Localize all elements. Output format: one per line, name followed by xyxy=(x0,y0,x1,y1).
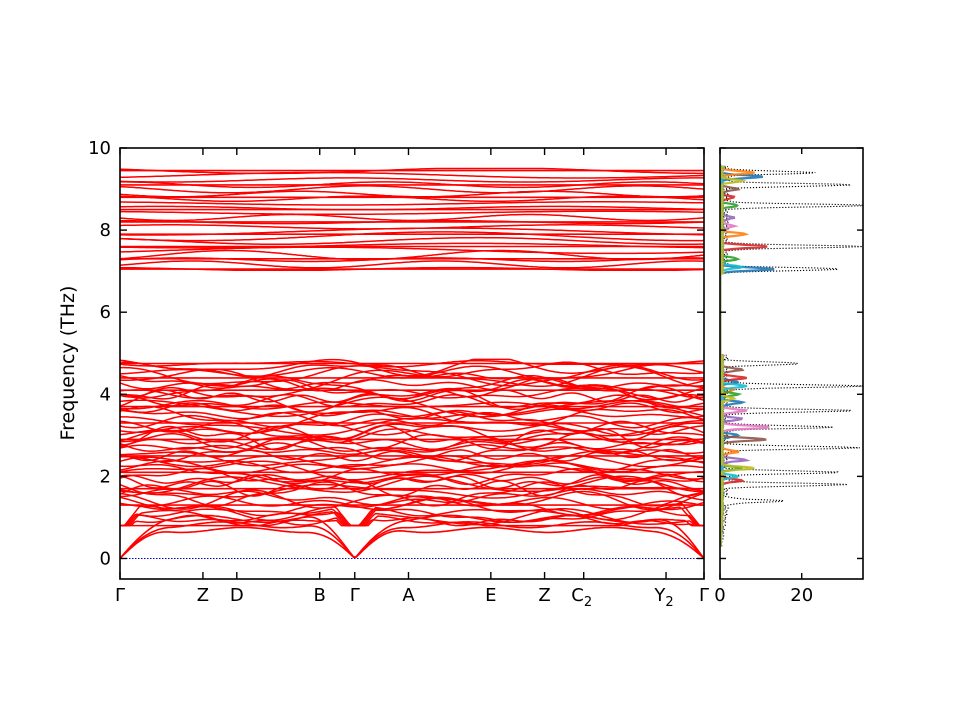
dos-partial-curve xyxy=(720,164,767,547)
x-tick-label: Z xyxy=(538,585,550,606)
dos-curves xyxy=(720,164,863,547)
optical-band xyxy=(120,488,704,506)
dos-plot-frame xyxy=(719,147,864,580)
x-tick-label: Γ xyxy=(699,585,709,606)
x-tick-label: Γ xyxy=(350,585,360,606)
optical-band xyxy=(120,242,704,249)
optical-band xyxy=(120,462,704,484)
x-tick-subscript: 2 xyxy=(584,595,592,610)
dos-partial-curve xyxy=(720,164,768,547)
optical-band xyxy=(120,474,704,490)
y-tick-label: 0 xyxy=(100,548,111,569)
optical-band xyxy=(120,459,704,481)
dos-partial-curve xyxy=(720,164,755,547)
x-tick-label: Z xyxy=(197,585,209,606)
x-tick-subscript: 2 xyxy=(665,595,673,610)
optical-band xyxy=(120,246,704,255)
optical-band xyxy=(120,171,704,179)
dos-panel: 0 20 xyxy=(714,147,864,606)
bands-layer xyxy=(120,167,704,560)
optical-band xyxy=(120,483,704,499)
optical-band xyxy=(120,378,704,402)
band-y-axis: 0 2 4 6 8 10 xyxy=(88,138,704,569)
optical-band xyxy=(120,421,704,437)
optical-band xyxy=(120,260,704,269)
y-tick-label: 2 xyxy=(100,466,111,487)
dos-x-axis: 0 20 xyxy=(714,148,813,606)
optical-band xyxy=(120,408,704,420)
optical-band xyxy=(120,376,704,392)
y-tick-label: 6 xyxy=(100,302,111,323)
optical-band xyxy=(120,177,704,183)
dos-x-tick-label: 20 xyxy=(790,585,813,606)
optical-band xyxy=(120,515,704,527)
optical-band xyxy=(120,231,704,242)
optical-band xyxy=(120,236,704,245)
band-x-axis: Γ Z D B Γ A E Z C2 Y2 Γ xyxy=(115,585,709,610)
optical-band xyxy=(120,506,704,527)
optical-band xyxy=(120,441,704,463)
dos-total-curve xyxy=(720,164,863,547)
optical-band xyxy=(120,358,704,377)
x-tick-label: E xyxy=(485,585,496,606)
band-plot-frame xyxy=(119,147,705,580)
y-tick-label: 4 xyxy=(100,384,111,405)
optical-band xyxy=(120,393,704,409)
optical-band xyxy=(120,437,704,451)
x-tick-label: D xyxy=(230,585,244,606)
optical-band xyxy=(120,405,704,428)
x-tick-label: Γ xyxy=(115,585,125,606)
optical-band xyxy=(120,224,704,230)
optical-band xyxy=(120,201,704,206)
y-tick-label: 8 xyxy=(100,220,111,241)
dos-y-axis xyxy=(720,147,863,560)
optical-band xyxy=(120,436,704,453)
x-tick-label: Y2 xyxy=(653,585,673,610)
optical-band xyxy=(120,489,704,511)
optical-band xyxy=(120,506,704,527)
optical-band xyxy=(120,181,704,189)
optical-band xyxy=(120,213,704,222)
dos-x-tick-label: 0 xyxy=(714,585,725,606)
optical-band xyxy=(120,443,704,455)
acoustic-branch xyxy=(120,526,704,560)
optical-band xyxy=(120,432,704,450)
x-tick-label: C2 xyxy=(571,585,592,610)
optical-band xyxy=(120,210,704,216)
y-tick-label: 10 xyxy=(88,138,111,159)
x-tick-label: B xyxy=(314,585,326,606)
optical-band xyxy=(120,361,704,378)
optical-band xyxy=(120,185,704,194)
y-axis-label: Frequency (THz) xyxy=(57,286,79,441)
x-tick-label: A xyxy=(402,585,415,606)
